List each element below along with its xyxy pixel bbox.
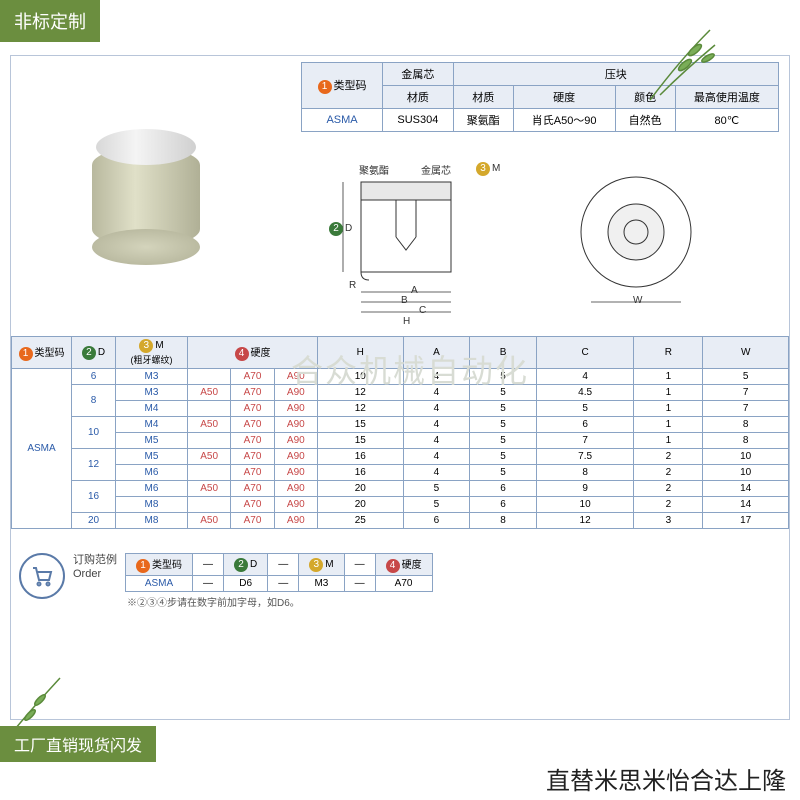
table-row: 16M6A50A70A9020569214 [12,481,789,497]
badge-top: 非标定制 [0,0,100,42]
cart-icon [19,553,65,599]
table-row: M8A70A90205610214 [12,497,789,513]
table-row: 20M8A50A70A90256812317 [12,513,789,529]
order-footnote: ※②③④步请在数字前加字母，如D6。 [125,594,433,609]
leaf-decoration [640,20,760,110]
table-row: 10M4A50A70A901545618 [12,417,789,433]
tagline: 直替米思米怡合达上隆 [546,761,786,796]
order-example: 订购范例 Order 1类型码— 2D— 3M— 4硬度 ASMA— D6— M… [11,549,789,613]
technical-diagrams: 聚氨酯 金属芯 3M 2D R A B C H [301,142,779,332]
spec-sheet: 1类型码 金属芯 压块 材质 材质 硬度 颜色 最高使用温度 ASMA SUS3… [10,55,790,720]
product-photo [11,56,291,336]
badge-bottom: 工厂直销现货闪发 [0,726,156,762]
table-row: M5A70A901545718 [12,433,789,449]
watermark: 合众机械自动化 [291,346,529,392]
table-row: M6A70A9016458210 [12,465,789,481]
table-row: M4A70A901245517 [12,401,789,417]
order-code-table: 1类型码— 2D— 3M— 4硬度 ASMA— D6— M3— A70 [125,553,433,592]
table-row: 12M5A50A70A9016457.5210 [12,449,789,465]
